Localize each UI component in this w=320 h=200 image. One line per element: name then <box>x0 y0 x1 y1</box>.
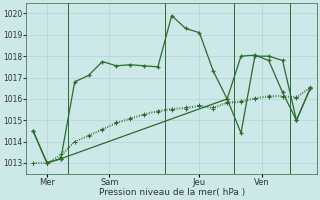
X-axis label: Pression niveau de la mer( hPa ): Pression niveau de la mer( hPa ) <box>99 188 245 197</box>
